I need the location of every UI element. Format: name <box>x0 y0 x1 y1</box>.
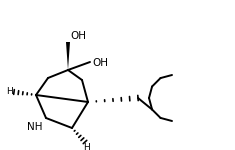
Text: H: H <box>6 87 13 96</box>
Text: H: H <box>83 143 89 150</box>
Text: OH: OH <box>70 31 86 41</box>
Text: OH: OH <box>92 58 108 68</box>
Text: NH: NH <box>27 122 42 132</box>
Polygon shape <box>66 42 70 70</box>
